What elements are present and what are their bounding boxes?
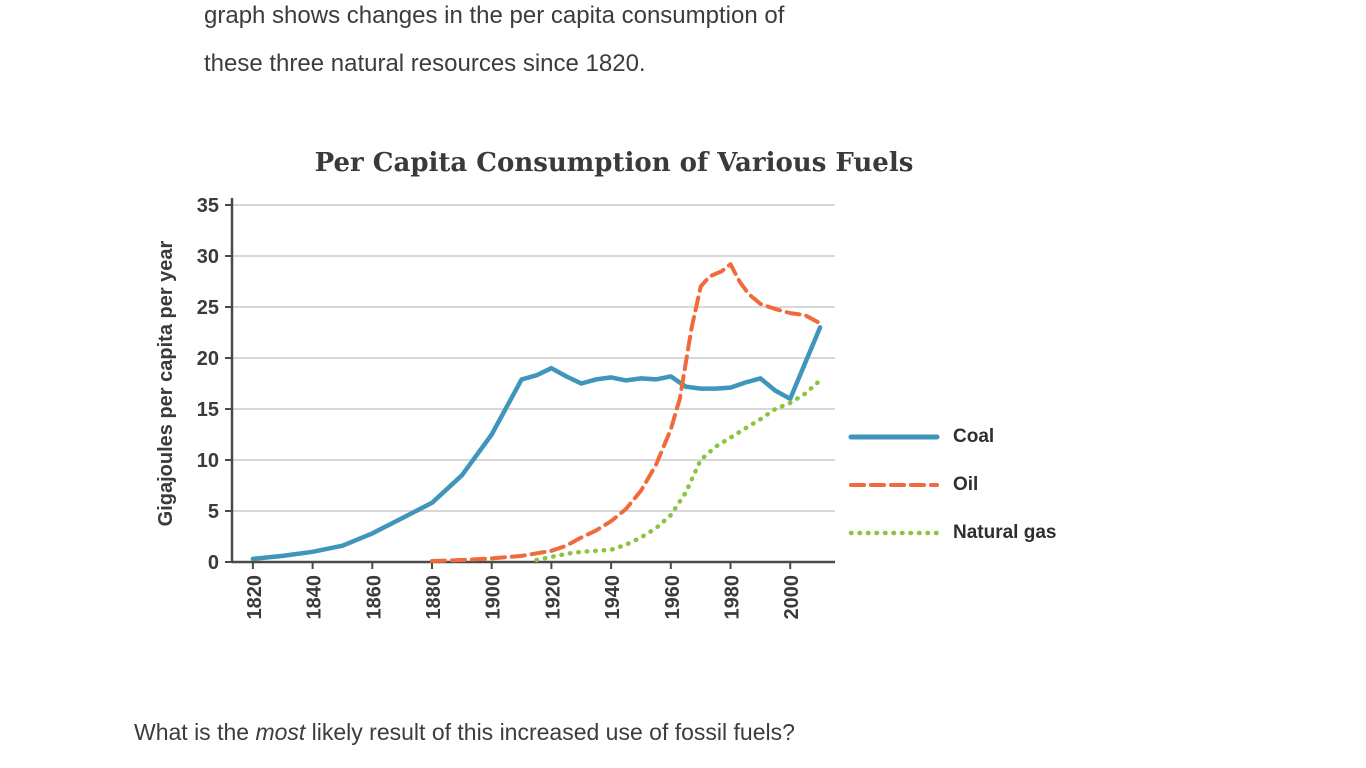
legend-item-oil: Oil xyxy=(848,469,1056,500)
y-tick-label: 20 xyxy=(197,348,219,370)
intro-line-1: graph shows changes in the per capita co… xyxy=(204,2,785,29)
x-tick-label: 1880 xyxy=(423,575,445,620)
series-line-natural-gas xyxy=(534,378,823,563)
x-tick-label: 1900 xyxy=(483,575,505,620)
legend-label: Oil xyxy=(953,473,979,495)
legend-item-natural-gas: Natural gas xyxy=(848,517,1056,548)
x-tick-label: 1820 xyxy=(244,575,266,620)
question-suffix: likely result of this increased use of f… xyxy=(305,719,795,745)
legend-swatch-oil xyxy=(849,482,939,487)
y-tick-label: 0 xyxy=(208,552,219,574)
question-emphasis: most xyxy=(255,719,306,745)
x-tick-label: 1940 xyxy=(602,575,624,620)
x-tick-label: 1980 xyxy=(722,575,744,620)
x-tick-label: 2000 xyxy=(781,575,803,620)
x-tick-label: 1840 xyxy=(304,575,326,620)
legend-label: Natural gas xyxy=(953,521,1057,543)
y-tick-label: 35 xyxy=(197,195,219,217)
x-tick-label: 1860 xyxy=(363,575,385,620)
intro-text: graph shows changes in the per capita co… xyxy=(204,0,784,88)
x-tick-label: 1960 xyxy=(662,575,684,620)
y-tick-label: 10 xyxy=(197,450,219,472)
y-tick-label: 25 xyxy=(197,297,219,319)
y-tick-label: 30 xyxy=(197,246,219,268)
y-axis-label: Gigajoules per capita per year xyxy=(155,240,177,526)
legend-swatch-natural-gas xyxy=(848,530,940,535)
series-line-coal xyxy=(250,325,823,562)
chart-title: Per Capita Consumption of Various Fuels xyxy=(314,148,914,178)
question-prefix: What is the xyxy=(134,719,256,745)
y-tick-label: 15 xyxy=(197,399,219,421)
legend-label: Coal xyxy=(953,425,995,447)
legend-swatch-coal xyxy=(848,434,940,439)
y-tick-label: 5 xyxy=(208,501,219,523)
fuel-consumption-chart: 0 5 10 15 20 25 30 35 1820 1840 1860 1880 1900 1920 19… xyxy=(155,195,835,620)
intro-line-2: these three natural resources since 1820… xyxy=(204,50,646,77)
x-tick-label: 1920 xyxy=(542,575,564,620)
chart-legend: Coal Oil Natural gas xyxy=(848,421,1056,548)
series-line-oil xyxy=(430,262,823,563)
legend-item-coal: Coal xyxy=(848,421,1056,452)
question-text: What is the most likely result of this i… xyxy=(134,719,795,746)
